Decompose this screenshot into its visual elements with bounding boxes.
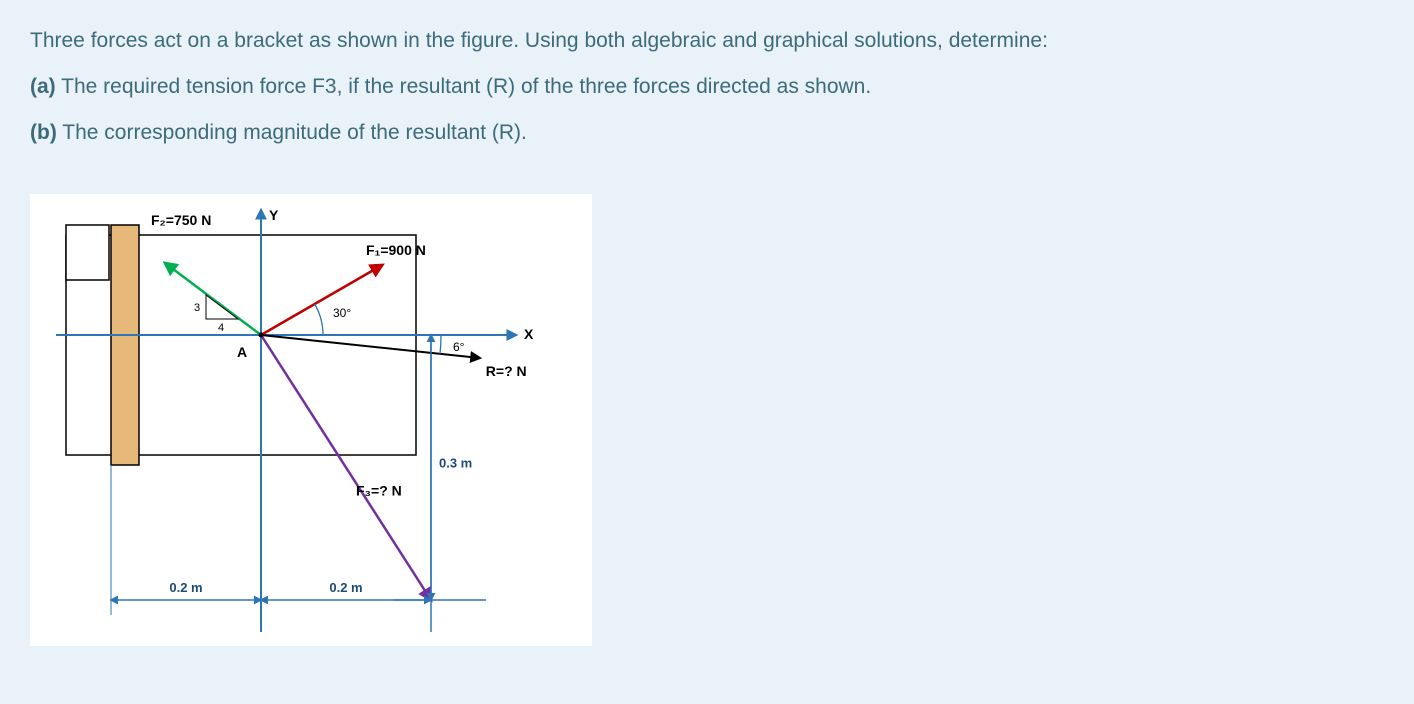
svg-text:6°: 6° [453,340,465,354]
question-intro: Three forces act on a bracket as shown i… [30,20,1384,62]
svg-text:A: A [237,344,247,360]
part-b-label: (b) [30,121,57,144]
svg-text:R=? N: R=? N [486,363,527,379]
part-b-text: The corresponding magnitude of the resul… [57,121,527,144]
svg-text:F₁=900 N: F₁=900 N [366,242,426,258]
question-part-b: (b) The corresponding magnitude of the r… [30,112,1384,154]
figure-container: Y X F₁=900 N 30° F₂=750 N 3 4 F₃=? N R=? N 6° A 0.2… [30,194,592,646]
svg-text:0.3 m: 0.3 m [439,456,472,471]
svg-text:30°: 30° [333,306,351,320]
bracket-force-diagram: Y X F₁=900 N 30° F₂=750 N 3 4 F₃=? N R=? N 6° A 0.2… [36,200,586,640]
svg-text:F₃=? N: F₃=? N [356,483,402,499]
svg-text:X: X [524,326,534,342]
svg-text:F₂=750 N: F₂=750 N [151,212,211,228]
svg-text:4: 4 [218,322,224,334]
svg-text:0.2 m: 0.2 m [329,580,362,595]
svg-text:0.2 m: 0.2 m [169,580,202,595]
svg-text:3: 3 [194,302,200,314]
part-a-text: The required tension force F3, if the re… [56,75,872,98]
question-part-a: (a) The required tension force F3, if th… [30,66,1384,108]
svg-text:Y: Y [269,207,279,223]
part-a-label: (a) [30,75,56,98]
